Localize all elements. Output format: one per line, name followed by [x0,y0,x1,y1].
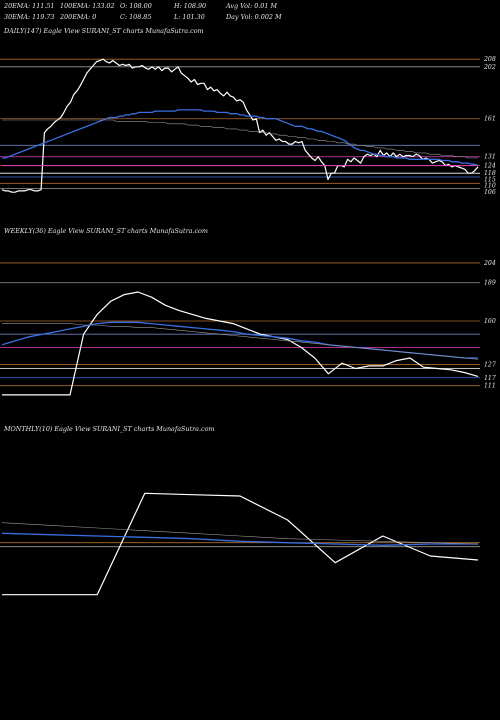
price-label: 110 [484,183,496,190]
price-label: 117 [484,375,496,382]
ema20-label: 20EMA: 111.51 [4,2,55,10]
chart-title: MONTHLY(10) Eagle View SURANI_ST charts … [3,425,215,433]
day-vol-label: Day Vol: 0.002 M [226,13,282,21]
price-label: 161 [484,116,496,123]
price-label: 124 [484,163,496,170]
price-label: 111 [484,383,496,390]
low-label: L: 101.30 [174,13,205,21]
price-label: 204 [483,260,496,267]
chart-title: WEEKLY(36) Eagle View SURANI_ST charts M… [4,227,208,235]
chart-panel-2: WEEKLY(36) Eagle View SURANI_ST charts M… [0,227,496,396]
price-label: 160 [484,318,496,325]
ema-short-line [1,532,478,546]
avg-vol-label: Avg Vol: 0.01 M [226,2,277,10]
price-label: 202 [483,64,496,71]
ema200-label: 200EMA: 0 [60,13,97,21]
price-line [1,58,479,193]
price-label: 208 [483,56,496,63]
ema30-label: 30EMA: 119.73 [4,13,55,21]
ema100-label: 100EMA: 133.02 [60,2,115,10]
header-row-2: 30EMA: 119.73 200EMA: 0 C: 108.85 L: 101.30… [4,13,282,21]
price-line [2,291,479,396]
close-label: C: 108.85 [120,13,152,21]
price-label: 106 [484,189,496,196]
price-label: 131 [484,154,496,161]
price-label: 118 [484,170,496,177]
chart-panel-1: DAILY(147) Eagle View SURANI_ST charts M… [0,27,496,196]
open-label: O: 108.00 [120,2,152,10]
chart-title: DAILY(147) Eagle View SURANI_ST charts M… [3,27,204,35]
price-label: 127 [484,362,496,369]
price-label: 115 [484,176,496,183]
ema-long-line [1,522,479,545]
price-label: 189 [484,280,496,287]
ema-long-line [2,119,478,159]
ema-long-line [2,323,479,360]
header-row-1: 20EMA: 111.51 100EMA: 133.02 O: 108.00 H: 1… [4,2,277,10]
chart-panel-3: MONTHLY(10) Eagle View SURANI_ST charts … [0,425,480,596]
ema-short-line [2,109,479,167]
price-line [2,492,479,596]
high-label: H: 108.90 [174,2,207,10]
